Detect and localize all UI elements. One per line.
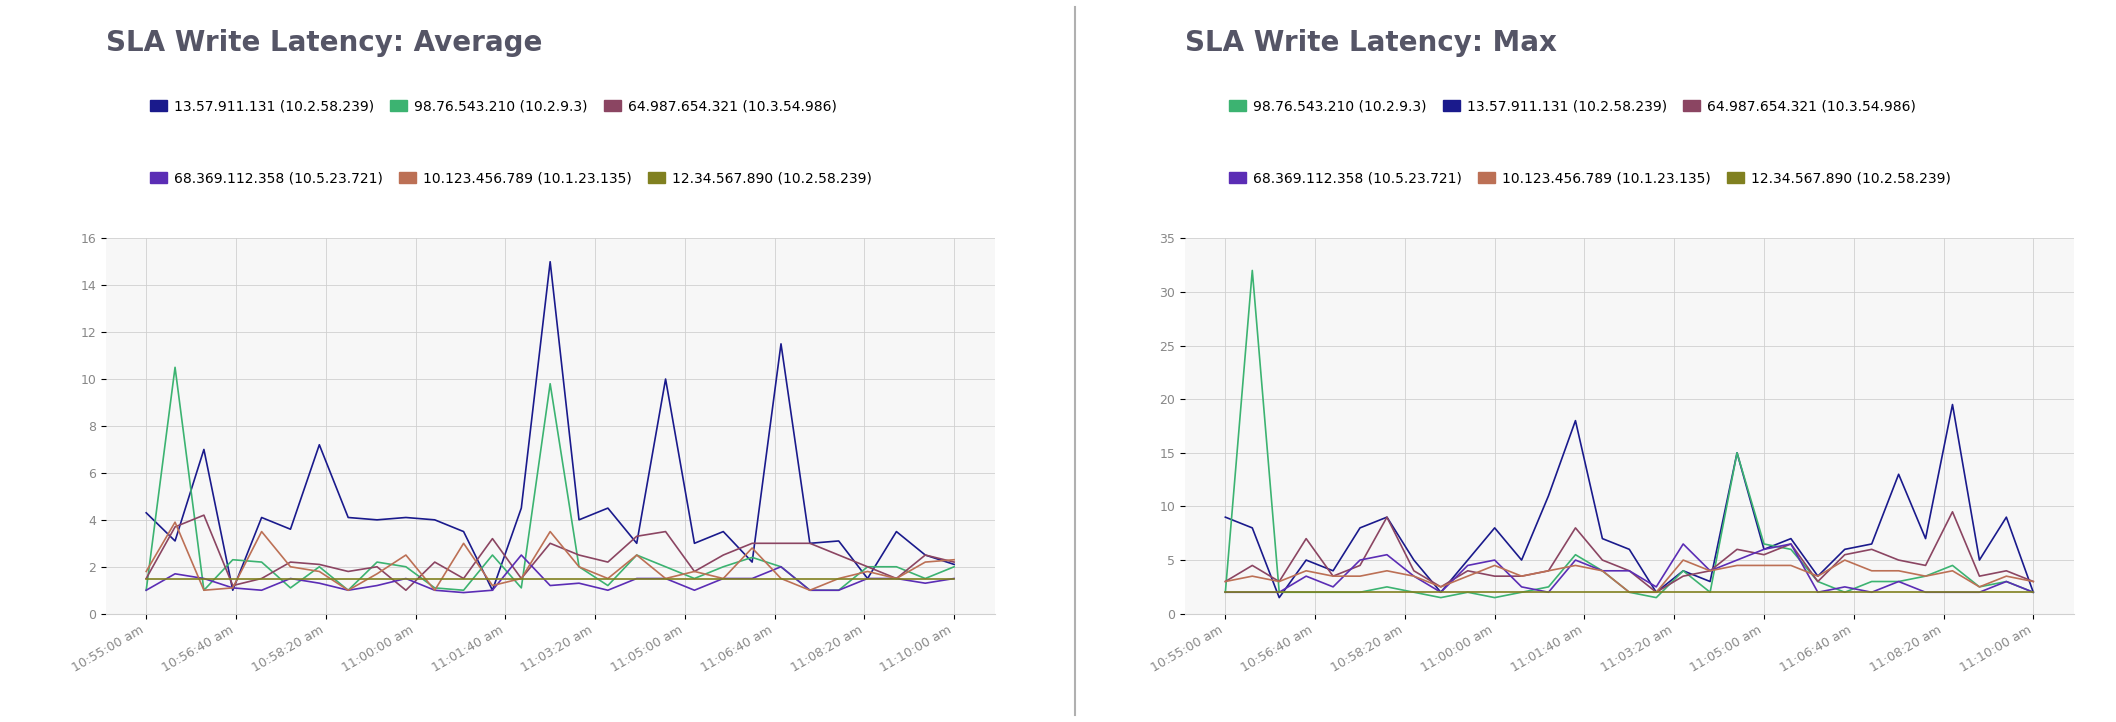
Legend: 68.369.112.358 (10.5.23.721), 10.123.456.789 (10.1.23.135), 12.34.567.890 (10.2.: 68.369.112.358 (10.5.23.721), 10.123.456… — [1223, 166, 1957, 191]
Text: SLA Write Latency: Max: SLA Write Latency: Max — [1185, 29, 1557, 57]
Text: SLA Write Latency: Average: SLA Write Latency: Average — [106, 29, 542, 57]
Legend: 98.76.543.210 (10.2.9.3), 13.57.911.131 (10.2.58.239), 64.987.654.321 (10.3.54.9: 98.76.543.210 (10.2.9.3), 13.57.911.131 … — [1223, 94, 1921, 118]
Legend: 13.57.911.131 (10.2.58.239), 98.76.543.210 (10.2.9.3), 64.987.654.321 (10.3.54.9: 13.57.911.131 (10.2.58.239), 98.76.543.2… — [144, 94, 842, 118]
Legend: 68.369.112.358 (10.5.23.721), 10.123.456.789 (10.1.23.135), 12.34.567.890 (10.2.: 68.369.112.358 (10.5.23.721), 10.123.456… — [144, 166, 878, 191]
